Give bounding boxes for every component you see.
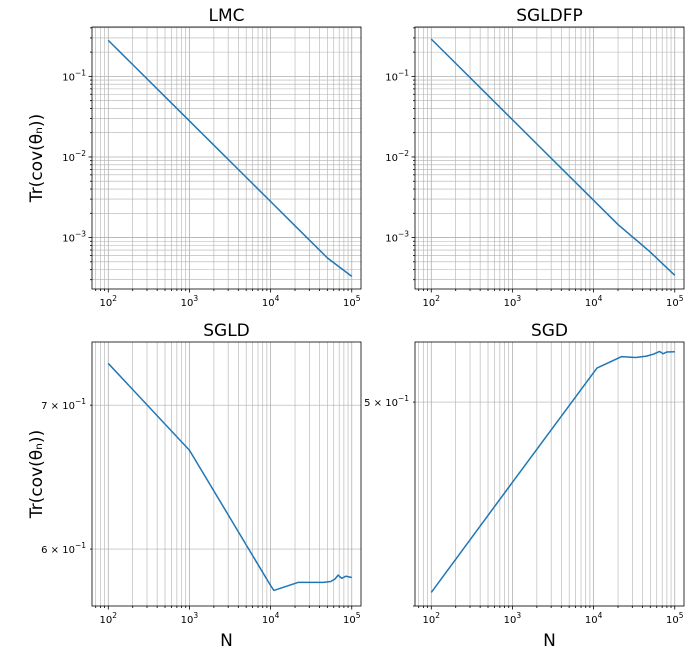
x-axis-label: N xyxy=(220,631,233,651)
subplot-sgd: 102 103 104 105 5 × 10−1 SGD N xyxy=(364,321,685,651)
grid-lines xyxy=(92,342,361,606)
x-tick-label: 102 xyxy=(100,294,118,309)
x-tick-label: 103 xyxy=(504,611,522,626)
y-tick-label: 6 × 10−1 xyxy=(41,541,86,556)
series-line xyxy=(430,350,675,593)
axes-frame xyxy=(91,341,362,607)
x-tick-label: 103 xyxy=(181,294,199,309)
x-tick-label: 103 xyxy=(181,611,199,626)
x-tick-label: 104 xyxy=(262,611,280,626)
chart-title: SGLDFP xyxy=(516,6,583,26)
x-tick-label: 104 xyxy=(262,294,280,309)
x-axis-label: N xyxy=(543,631,556,651)
subplot-lmc: 102 103 104 105 10−1 10−2 10−3 LMC Tr(cov(θₙ)) xyxy=(27,6,362,309)
chart-title: SGLD xyxy=(203,321,250,341)
axes-frame xyxy=(91,26,362,290)
x-tick-label: 105 xyxy=(666,611,684,626)
grid-lines xyxy=(415,27,684,289)
tick-marks xyxy=(88,27,353,293)
y-tick-label: 7 × 10−1 xyxy=(41,397,86,412)
tick-marks xyxy=(413,401,676,610)
y-axis-label: Tr(cov(θₙ)) xyxy=(27,430,47,519)
y-tick-label: 5 × 10−1 xyxy=(364,394,409,409)
y-tick-label: 10−1 xyxy=(62,68,86,83)
chart-title: SGD xyxy=(531,321,568,341)
chart-title: LMC xyxy=(208,6,244,26)
y-tick-label: 10−3 xyxy=(385,230,409,245)
x-tick-label: 102 xyxy=(423,611,441,626)
y-tick-label: 10−3 xyxy=(62,230,86,245)
axes-frame xyxy=(414,341,685,607)
y-axis-label: Tr(cov(θₙ)) xyxy=(27,114,47,203)
tick-marks xyxy=(411,27,676,293)
x-tick-label: 105 xyxy=(343,611,361,626)
axes-frame xyxy=(414,26,685,290)
series-line xyxy=(107,362,352,592)
y-tick-label: 10−2 xyxy=(62,149,86,164)
tick-marks xyxy=(90,404,353,610)
subplot-sgldfp: 102 103 104 105 10−1 10−2 10−3 SGLDFP xyxy=(385,6,685,309)
x-tick-label: 102 xyxy=(423,294,441,309)
y-tick-label: 10−1 xyxy=(385,68,409,83)
grid-lines xyxy=(92,27,361,289)
series-line xyxy=(430,38,676,276)
x-tick-label: 105 xyxy=(343,294,361,309)
x-tick-label: 102 xyxy=(100,611,118,626)
series-line xyxy=(107,39,353,277)
x-tick-label: 104 xyxy=(585,611,603,626)
x-tick-label: 103 xyxy=(504,294,522,309)
subplot-sgld: 102 103 104 105 7 × 10−1 6 × 10−1 SGLD N Tr(cov(… xyxy=(27,321,362,651)
x-tick-label: 105 xyxy=(666,294,684,309)
y-tick-label: 10−2 xyxy=(385,149,409,164)
x-tick-label: 104 xyxy=(585,294,603,309)
